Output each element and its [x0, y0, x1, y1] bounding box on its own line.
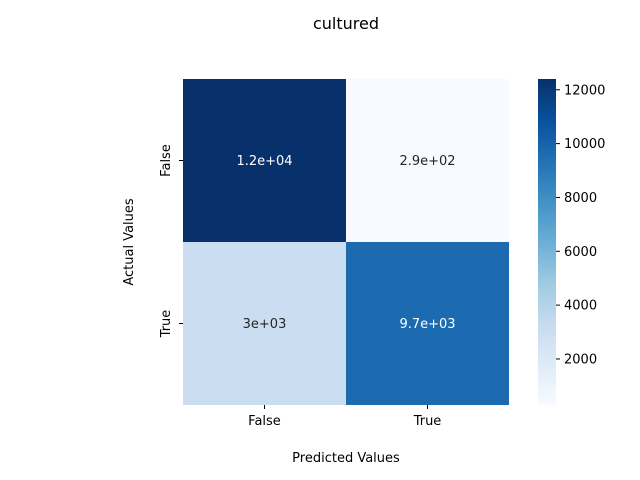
colorbar-tick-label: 10000 — [564, 137, 605, 152]
heatmap-cells: 1.2e+04 2.9e+02 3e+03 9.7e+03 — [183, 79, 509, 405]
colorbar-ticks: 2000 4000 6000 8000 10000 12000 — [556, 83, 605, 367]
colorbar-tick-label: 6000 — [564, 245, 597, 260]
cell-annotation: 9.7e+03 — [399, 317, 455, 332]
heatmap-cell — [183, 79, 346, 242]
x-axis-label: Predicted Values — [292, 451, 400, 466]
cell-annotation: 1.2e+04 — [236, 154, 292, 169]
y-tick-label: False — [159, 144, 174, 177]
cell-annotation: 2.9e+02 — [399, 154, 455, 169]
x-tick-label: False — [248, 414, 281, 429]
colorbar — [538, 79, 556, 405]
x-tick-label: True — [413, 414, 442, 429]
cell-annotation: 3e+03 — [243, 317, 287, 332]
colorbar-tick-label: 4000 — [564, 299, 597, 314]
heatmap-cell — [346, 79, 509, 242]
colorbar-tick-label: 8000 — [564, 191, 597, 206]
y-axis-ticks: False True — [159, 144, 183, 338]
heatmap-cell — [183, 242, 346, 405]
x-axis-ticks: False True — [248, 405, 441, 429]
colorbar-tick-label: 12000 — [564, 83, 605, 98]
heatmap-cell — [346, 242, 509, 405]
chart-title: cultured — [313, 14, 379, 33]
colorbar-tick-label: 2000 — [564, 352, 597, 367]
y-axis-label: Actual Values — [122, 198, 137, 286]
y-tick-label: True — [159, 310, 174, 339]
